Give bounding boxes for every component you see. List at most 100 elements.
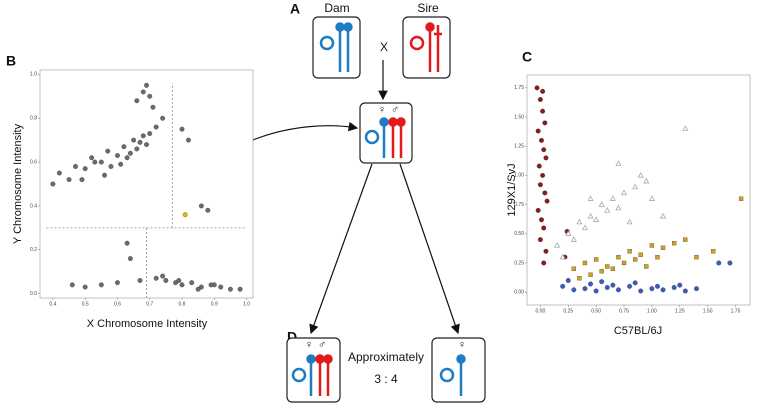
point — [644, 264, 649, 269]
point — [577, 275, 582, 281]
y-axis-label: Y Chromosome Intensity — [12, 123, 24, 244]
point — [643, 177, 650, 184]
point — [541, 147, 547, 153]
point — [581, 224, 589, 231]
point — [540, 108, 546, 114]
point — [660, 287, 666, 293]
arrow — [399, 163, 460, 335]
point — [189, 280, 195, 286]
point — [637, 171, 644, 178]
point — [599, 279, 605, 285]
point — [711, 249, 716, 254]
x-tick-label: 1.75 — [731, 308, 741, 314]
point — [559, 253, 566, 260]
point — [587, 212, 594, 219]
point — [610, 266, 616, 271]
point — [535, 128, 541, 134]
female-chromosomes — [439, 354, 466, 396]
point — [537, 237, 543, 243]
point — [150, 104, 156, 110]
point — [124, 155, 130, 161]
point — [537, 182, 543, 188]
point — [593, 257, 599, 262]
point — [147, 93, 153, 99]
point — [588, 281, 594, 287]
point — [598, 201, 605, 207]
point — [659, 212, 667, 219]
point — [655, 283, 660, 289]
point — [565, 278, 571, 283]
point — [626, 218, 633, 225]
point — [588, 272, 593, 277]
point — [604, 206, 611, 213]
y-tick-label: 0.2 — [30, 247, 37, 253]
point — [541, 225, 547, 231]
point — [540, 88, 546, 94]
point — [615, 287, 621, 293]
point — [632, 280, 638, 286]
point — [535, 207, 541, 213]
x-tick-label: 0.8 — [179, 301, 186, 307]
point — [140, 89, 146, 95]
point — [69, 282, 75, 288]
point — [627, 283, 633, 289]
point — [543, 248, 549, 254]
point — [576, 218, 583, 225]
point — [610, 282, 616, 288]
point — [633, 257, 638, 262]
point — [134, 98, 140, 104]
point — [144, 82, 149, 88]
point — [211, 282, 217, 288]
point — [660, 245, 666, 250]
point — [195, 286, 201, 292]
point — [540, 172, 546, 178]
point — [672, 240, 677, 246]
point — [127, 150, 133, 156]
x-tick-label: 0.4 — [49, 301, 56, 307]
point — [570, 236, 577, 242]
male-chromosomes — [291, 354, 333, 396]
point — [163, 278, 169, 283]
point — [89, 155, 95, 161]
x-tick-label: 0.7 — [146, 301, 153, 307]
point — [543, 155, 549, 161]
y-tick-label: 0.6 — [30, 159, 37, 165]
point — [102, 172, 107, 178]
ratio: 3 : 4 — [374, 372, 398, 386]
point — [648, 195, 655, 201]
point — [98, 282, 104, 288]
point — [79, 177, 85, 183]
point — [587, 195, 594, 201]
point — [638, 288, 644, 294]
point — [179, 126, 185, 132]
x-axis-label: X Chromosome Intensity — [87, 318, 208, 330]
point — [609, 195, 616, 201]
female-box — [431, 337, 486, 403]
plot-area — [526, 74, 751, 306]
point — [153, 124, 159, 130]
sire-label: Sire — [417, 1, 439, 15]
x-tick-label: 0.5 — [82, 301, 89, 307]
y-tick-label: 0.8 — [30, 116, 37, 122]
point — [615, 160, 622, 166]
male-symbol: ♂ — [391, 104, 399, 116]
x-tick-label: 1.25 — [675, 308, 685, 314]
point — [683, 237, 688, 242]
point — [536, 163, 542, 169]
point — [186, 137, 191, 143]
point — [593, 288, 599, 294]
sire-chromosomes — [409, 22, 442, 72]
point — [565, 230, 572, 236]
y-tick-label: 1.25 — [514, 144, 524, 150]
x-axis-label: C57BL/6J — [614, 325, 662, 337]
point — [108, 164, 114, 169]
point — [160, 115, 166, 121]
x-tick-label: 1.50 — [703, 308, 713, 314]
point — [140, 133, 146, 139]
female-symbol: ♀ — [378, 104, 386, 116]
point — [682, 288, 688, 294]
point — [582, 286, 588, 292]
point — [716, 260, 722, 266]
point — [153, 275, 159, 281]
